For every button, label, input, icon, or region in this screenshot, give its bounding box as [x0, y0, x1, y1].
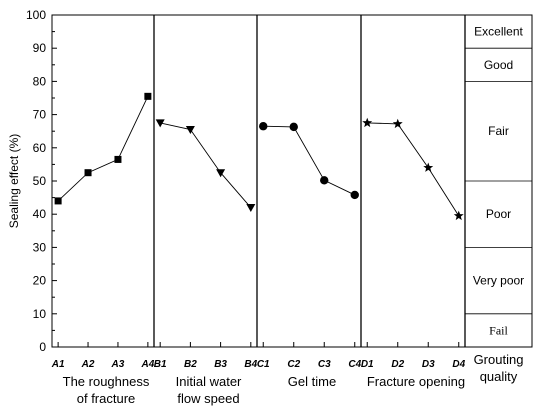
x-tick-label: B1	[154, 359, 167, 370]
y-tick-label: 100	[26, 8, 46, 22]
quality-band-label: Very poor	[473, 274, 524, 288]
grouting-quality-column: Excellent Good Fair Poor Very poor Fail Grouti…	[465, 25, 532, 384]
x-tick-label: A2	[81, 359, 95, 370]
x-tick-label: D1	[361, 359, 374, 370]
data-point-circle	[350, 190, 359, 200]
y-tick-label: 90	[33, 41, 47, 55]
x-axis: A1 A2 A3 A4 The roughness of fracture B1 B2 B3 B4…	[51, 342, 466, 406]
y-tick-label: 20	[33, 274, 47, 288]
group-label: Fracture opening	[367, 374, 465, 389]
y-tick-label: 0	[39, 340, 46, 354]
x-tick-label: D2	[391, 359, 404, 370]
y-axis-label: Sealing effect (%)	[7, 134, 21, 229]
data-point-square	[54, 197, 62, 205]
x-tick-label: A1	[51, 359, 65, 370]
group-label: flow speed	[177, 391, 239, 406]
x-tick-label: A4	[140, 359, 154, 370]
y-tick-label: 40	[33, 207, 47, 221]
y-axis: 0 10 20 30 40 50 60 70 80 90 100 Sealing effect (%)	[7, 8, 57, 354]
series-group-3	[259, 122, 359, 200]
x-tick-label: B3	[214, 359, 227, 370]
y-tick-label: 80	[33, 74, 47, 88]
series-group-2	[155, 119, 256, 213]
data-point-circle	[259, 122, 268, 131]
data-point-triangle	[185, 126, 195, 135]
series-line	[57, 96, 149, 202]
data-point-triangle	[216, 169, 226, 178]
quality-band-label: Good	[484, 58, 513, 72]
series-layer	[54, 92, 464, 221]
x-tick-label: B4	[244, 359, 257, 370]
x-tick-label: C4	[348, 359, 361, 370]
quality-band-label: Fail	[489, 323, 508, 337]
data-point-triangle	[155, 119, 165, 128]
y-tick-label: 50	[33, 174, 47, 188]
y-tick-label: 60	[33, 141, 47, 155]
data-point-star	[453, 210, 464, 221]
grouting-quality-title: quality	[480, 369, 518, 384]
x-tick-label: B2	[184, 359, 197, 370]
x-tick-label: C3	[318, 359, 331, 370]
x-tick-label: C2	[287, 359, 300, 370]
data-point-square	[144, 92, 152, 100]
data-point-star	[392, 118, 403, 129]
y-tick-label: 70	[33, 108, 47, 122]
series-line	[367, 122, 460, 217]
x-tick-label: A3	[111, 359, 125, 370]
data-point-star	[362, 117, 373, 128]
series-line	[263, 125, 355, 196]
quality-band-label: Excellent	[474, 25, 523, 39]
data-point-square	[114, 155, 122, 163]
data-point-square	[84, 169, 92, 177]
quality-band-label: Fair	[488, 124, 509, 138]
x-tick-label: D3	[422, 359, 435, 370]
series-group-1	[54, 92, 152, 205]
group-label: Initial water	[176, 374, 242, 389]
data-point-circle	[320, 176, 329, 185]
plot-frame	[51, 14, 533, 348]
group-label: Gel time	[288, 374, 336, 389]
data-point-circle	[289, 122, 298, 132]
group-label: of fracture	[77, 391, 136, 406]
group-label: The roughness	[63, 374, 150, 389]
quality-band-label: Poor	[486, 207, 511, 221]
y-tick-label: 30	[33, 240, 47, 254]
data-point-triangle	[246, 204, 256, 213]
y-tick-label: 10	[33, 307, 47, 321]
grouting-quality-title: Grouting	[474, 352, 524, 367]
x-tick-label: D4	[452, 359, 465, 370]
data-point-star	[423, 162, 434, 172]
plot-border	[51, 14, 533, 348]
series-line	[160, 122, 252, 208]
series-group-4	[362, 117, 464, 221]
x-tick-label: C1	[257, 359, 270, 370]
